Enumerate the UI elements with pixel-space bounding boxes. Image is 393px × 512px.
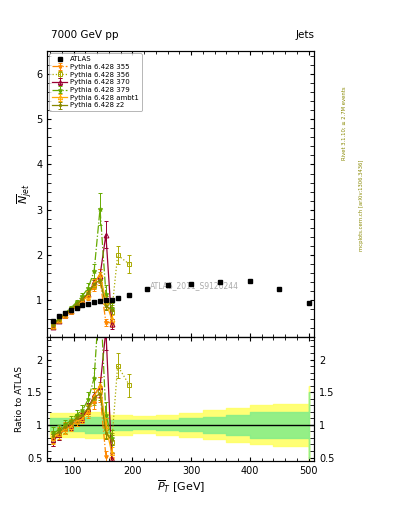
ATLAS bbox=[145, 286, 149, 292]
ATLAS bbox=[74, 305, 79, 311]
ATLAS bbox=[127, 292, 132, 298]
ATLAS bbox=[218, 279, 223, 285]
ATLAS bbox=[115, 295, 120, 301]
Line: ATLAS: ATLAS bbox=[51, 279, 311, 323]
ATLAS bbox=[189, 281, 193, 287]
Text: 7000 GeV pp: 7000 GeV pp bbox=[51, 30, 119, 40]
Text: mcplots.cern.ch [arXiv:1306.3436]: mcplots.cern.ch [arXiv:1306.3436] bbox=[359, 159, 364, 250]
ATLAS bbox=[51, 318, 55, 324]
Y-axis label: $\overline{N}_{jet}$: $\overline{N}_{jet}$ bbox=[15, 184, 35, 204]
X-axis label: $\overline{P}_T$ [GeV]: $\overline{P}_T$ [GeV] bbox=[157, 478, 205, 495]
Legend: ATLAS, Pythia 6.428 355, Pythia 6.428 356, Pythia 6.428 370, Pythia 6.428 379, P: ATLAS, Pythia 6.428 355, Pythia 6.428 35… bbox=[49, 53, 142, 111]
ATLAS bbox=[109, 296, 114, 303]
Text: Rivet 3.1.10; ≥ 2.7M events: Rivet 3.1.10; ≥ 2.7M events bbox=[342, 86, 346, 160]
ATLAS bbox=[277, 286, 281, 292]
Text: ATLAS_2011_S9126244: ATLAS_2011_S9126244 bbox=[150, 281, 239, 290]
ATLAS bbox=[80, 302, 85, 308]
Text: Jets: Jets bbox=[296, 30, 314, 40]
ATLAS bbox=[92, 299, 97, 305]
ATLAS bbox=[98, 298, 103, 305]
ATLAS bbox=[68, 307, 73, 313]
ATLAS bbox=[103, 297, 108, 304]
ATLAS bbox=[306, 300, 311, 306]
ATLAS bbox=[248, 279, 252, 285]
ATLAS bbox=[86, 301, 91, 307]
ATLAS bbox=[62, 310, 67, 316]
ATLAS bbox=[57, 313, 61, 319]
ATLAS bbox=[165, 282, 170, 288]
Y-axis label: Ratio to ATLAS: Ratio to ATLAS bbox=[15, 366, 24, 432]
